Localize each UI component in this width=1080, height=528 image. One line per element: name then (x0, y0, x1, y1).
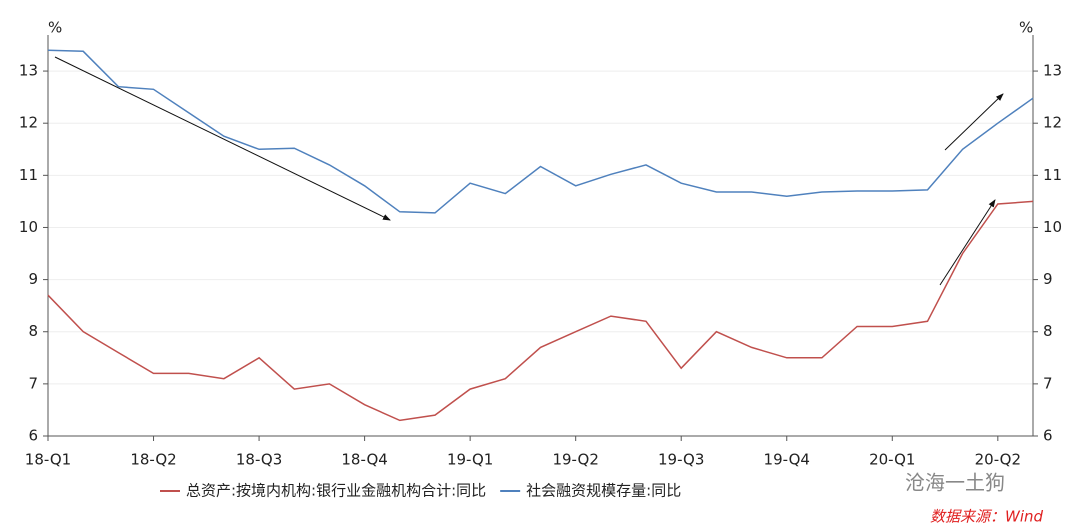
y2-tick-label: 12 (1043, 114, 1062, 132)
y-tick-label: 13 (19, 62, 38, 80)
x-tick-label: 18-Q4 (341, 451, 387, 469)
source: 数据来源：Wind (930, 508, 1044, 526)
legend-label: 总资产:按境内机构:银行业金融机构合计:同比 (186, 482, 486, 500)
y2-unit: % (1019, 19, 1033, 37)
y-tick-label: 10 (19, 218, 38, 236)
y-tick-label: 12 (19, 114, 38, 132)
y2-tick-label: 9 (1043, 270, 1053, 288)
y2-tick-label: 8 (1043, 322, 1053, 340)
y2-tick-label: 10 (1043, 218, 1062, 236)
y-tick-label: 7 (28, 374, 38, 392)
x-tick-label: 18-Q2 (130, 451, 176, 469)
trend-arrow (54, 56, 391, 221)
x-tick-label: 20-Q2 (975, 451, 1021, 469)
x-tick-label: 19-Q3 (658, 451, 704, 469)
y2-tick-label: 6 (1043, 427, 1053, 445)
x-tick-label: 20-Q1 (869, 451, 915, 469)
watermark: 沧海一土狗 (905, 471, 1005, 495)
series-line (47, 200, 1034, 422)
y-tick-label: 6 (28, 427, 38, 445)
legend-label: 社会融资规模存量:同比 (526, 482, 681, 500)
trend-arrow (939, 199, 996, 286)
y2-tick-label: 13 (1043, 62, 1062, 80)
x-tick-label: 19-Q1 (447, 451, 493, 469)
y-tick-label: 8 (28, 322, 38, 340)
series-line (47, 49, 1034, 214)
y2-tick-label: 7 (1043, 374, 1053, 392)
x-tick-label: 19-Q2 (552, 451, 598, 469)
x-tick-label: 19-Q4 (764, 451, 810, 469)
x-tick-label: 18-Q3 (236, 451, 282, 469)
x-tick-label: 18-Q1 (25, 451, 71, 469)
y-unit: % (48, 19, 62, 37)
trend-arrow (944, 93, 1004, 151)
y-tick-label: 11 (19, 166, 38, 184)
y-tick-label: 9 (28, 270, 38, 288)
y2-tick-label: 11 (1043, 166, 1062, 184)
